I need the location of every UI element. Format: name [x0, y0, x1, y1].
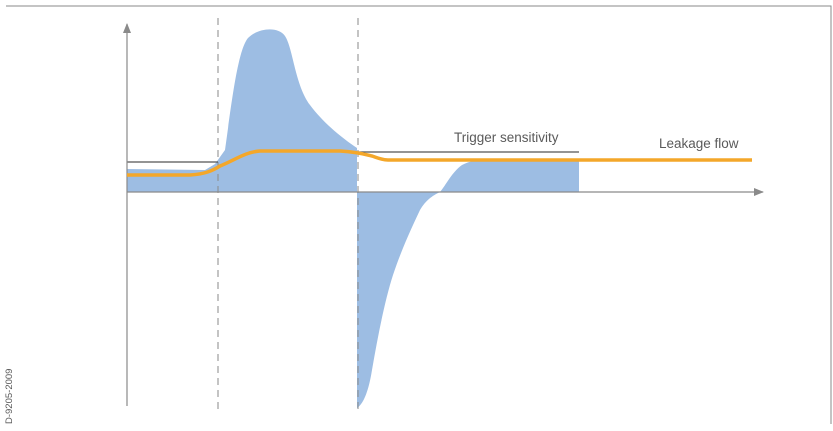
leakage-flow-line	[127, 149, 752, 177]
figure-code: D-9205-2009	[4, 369, 15, 424]
frame-border	[6, 5, 832, 424]
trigger-sensitivity-label: Trigger sensitivity	[454, 130, 559, 145]
leakage-flow-label: Leakage flow	[659, 136, 739, 151]
flow-area-recovery	[440, 160, 579, 192]
flow-area-negative	[357, 192, 440, 408]
flow-area-positive	[127, 29, 357, 192]
